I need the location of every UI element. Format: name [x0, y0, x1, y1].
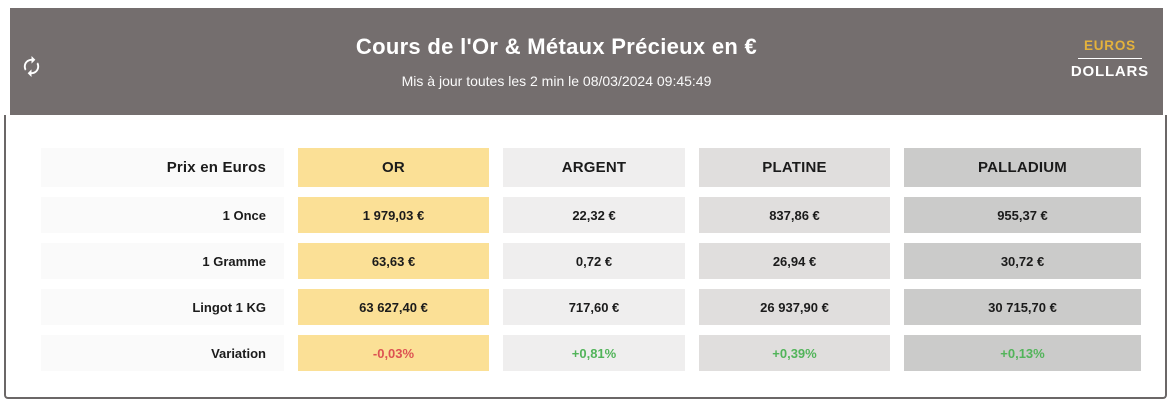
price-cell-once-or: 1 979,03 €: [298, 197, 489, 233]
column-header-palladium: PALLADIUM: [904, 148, 1141, 187]
update-status: Mis à jour toutes les 2 min le 08/03/202…: [401, 73, 712, 89]
column-header-platine: PLATINE: [699, 148, 890, 187]
row-label-lingot: Lingot 1 KG: [41, 289, 284, 325]
price-cell-gramme-platine: 26,94 €: [699, 243, 890, 279]
price-cell-gramme-argent: 0,72 €: [503, 243, 685, 279]
price-cell-variation-or: -0,03%: [298, 335, 489, 371]
currency-option-euros[interactable]: EUROS: [1083, 38, 1136, 53]
price-cell-lingot-argent: 717,60 €: [503, 289, 685, 325]
row-label-variation: Variation: [41, 335, 284, 371]
price-cell-variation-platine: +0,39%: [699, 335, 890, 371]
currency-toggle: EUROS DOLLARS: [1071, 38, 1149, 80]
price-cell-gramme-palladium: 30,72 €: [904, 243, 1141, 279]
column-header-argent: ARGENT: [503, 148, 685, 187]
column-header-or: OR: [298, 148, 489, 187]
row-label-once: 1 Once: [41, 197, 284, 233]
corner-header-cell: Prix en Euros: [41, 148, 284, 187]
refresh-icon: [20, 55, 43, 78]
price-cell-lingot-or: 63 627,40 €: [298, 289, 489, 325]
price-cell-lingot-platine: 26 937,90 €: [699, 289, 890, 325]
price-cell-lingot-palladium: 30 715,70 €: [904, 289, 1141, 325]
row-label-gramme: 1 Gramme: [41, 243, 284, 279]
price-cell-variation-palladium: +0,13%: [904, 335, 1141, 371]
price-cell-gramme-or: 63,63 €: [298, 243, 489, 279]
page-title: Cours de l'Or & Métaux Précieux en €: [355, 34, 758, 59]
price-table-panel: Prix en Euros OR ARGENT PLATINE PALLADIUM 1 O…: [4, 115, 1167, 399]
price-cell-once-argent: 22,32 €: [503, 197, 685, 233]
price-cell-variation-argent: +0,81%: [503, 335, 685, 371]
header-titles: Cours de l'Or & Métaux Précieux en € Mis…: [130, 8, 983, 115]
price-cell-once-palladium: 955,37 €: [904, 197, 1141, 233]
price-table: Prix en Euros OR ARGENT PLATINE PALLADIUM 1 O…: [41, 148, 1141, 371]
refresh-button[interactable]: [18, 53, 44, 79]
price-cell-once-platine: 837,86 €: [699, 197, 890, 233]
widget-header: Cours de l'Or & Métaux Précieux en € Mis…: [10, 8, 1163, 115]
currency-divider: [1077, 58, 1142, 59]
currency-option-dollars[interactable]: DOLLARS: [1070, 63, 1149, 80]
